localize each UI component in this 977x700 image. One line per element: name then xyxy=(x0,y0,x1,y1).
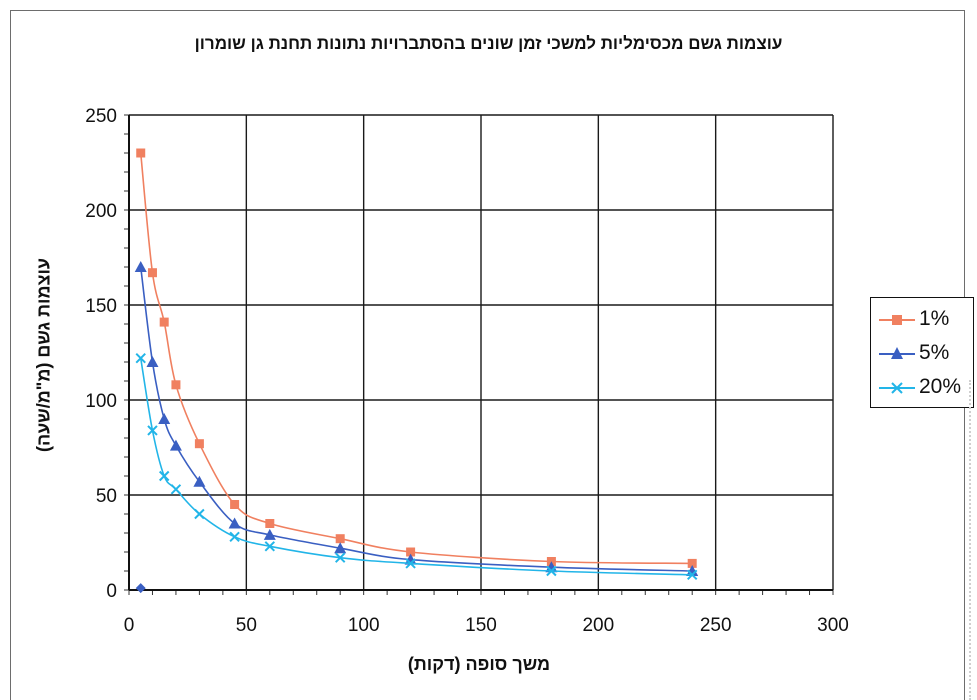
data-point-square xyxy=(136,148,146,158)
data-point-square xyxy=(194,439,204,449)
data-point-triangle xyxy=(134,261,147,272)
x-stroke xyxy=(686,569,698,581)
series-line xyxy=(139,152,693,565)
data-point-triangle xyxy=(228,517,241,529)
y-tick-label: 50 xyxy=(96,486,117,507)
x-stroke xyxy=(135,352,146,364)
x-tick-label: 150 xyxy=(465,615,497,636)
x-tick-label: 250 xyxy=(700,615,732,636)
data-point-square xyxy=(230,500,240,509)
data-point-triangle xyxy=(169,439,182,451)
data-point-triangle xyxy=(404,553,417,565)
scan-artifact xyxy=(969,380,975,700)
data-point-x xyxy=(147,425,158,436)
x-tick-label: 50 xyxy=(236,615,257,636)
legend-label: 1% xyxy=(919,307,950,330)
data-point-triangle xyxy=(193,475,206,487)
data-point-square xyxy=(171,380,181,390)
y-tick-label: 200 xyxy=(85,201,117,222)
y-tick-label: 100 xyxy=(85,391,117,412)
data-point-x xyxy=(264,541,276,552)
data-point-square xyxy=(335,534,345,544)
data-point-x xyxy=(194,508,205,520)
gridlines xyxy=(124,114,834,595)
data-point-square xyxy=(265,519,275,528)
tick-labels: 0 50 100 150 200 250 300 0 50 100 150 200 250 xyxy=(85,106,849,636)
chart-title: עוצמות גשם מכסימליות למשכי זמן שונים בהס… xyxy=(194,34,783,53)
y-axis-title: עוצמות גשם (מ"מ/שעה) xyxy=(33,257,54,453)
data-point-triangle xyxy=(686,565,699,576)
series-2 xyxy=(135,352,698,581)
data-point-diamond xyxy=(135,583,146,594)
legend-marker-triangle xyxy=(879,347,915,359)
x-stroke xyxy=(334,552,346,563)
data-point-x xyxy=(135,352,146,364)
legend-marker-square xyxy=(879,315,915,325)
x-stroke xyxy=(229,531,240,543)
data-point-square xyxy=(147,268,157,278)
x-stroke xyxy=(405,558,416,569)
y-tick-label: 250 xyxy=(85,106,117,127)
data-point-x xyxy=(405,558,416,569)
legend-marker-x xyxy=(879,382,915,394)
x-stroke xyxy=(170,484,182,495)
data-point-x xyxy=(170,484,182,495)
y-tick-label: 150 xyxy=(85,296,117,317)
legend-item-1pct: 1% xyxy=(871,304,975,334)
data-point-triangle xyxy=(334,542,347,554)
x-tick-label: 0 xyxy=(124,615,135,636)
data-point-x xyxy=(546,565,557,577)
data-point-triangle xyxy=(158,413,171,424)
x-tick-label: 300 xyxy=(817,615,849,636)
y-tick-label: 0 xyxy=(106,581,117,602)
data-point-square xyxy=(406,547,416,557)
data-point-triangle xyxy=(545,561,558,573)
x-stroke xyxy=(194,508,205,520)
legend-item-5pct: 5% xyxy=(871,338,975,368)
legend: 1% 5% 20% xyxy=(870,297,974,408)
x-stroke xyxy=(147,425,158,436)
data-point-square xyxy=(159,317,169,327)
legend-label: 5% xyxy=(919,341,950,364)
data-point-x xyxy=(229,531,240,543)
x-tick-label: 200 xyxy=(582,615,614,636)
x-tick-label: 100 xyxy=(348,615,380,636)
data-point-square xyxy=(687,558,697,568)
data-point-x xyxy=(334,552,346,563)
series-0 xyxy=(136,148,697,568)
x-stroke xyxy=(546,565,557,577)
data-point-x xyxy=(158,470,170,482)
x-stroke xyxy=(264,541,276,552)
data-point-x xyxy=(686,569,698,581)
data-point-triangle xyxy=(263,528,276,540)
series-1 xyxy=(134,261,699,576)
series-line xyxy=(139,358,693,576)
x-stroke xyxy=(158,470,170,482)
x-axis-title: משך סופה (דקות) xyxy=(407,654,551,674)
data-point-triangle xyxy=(146,356,159,367)
legend-label: 20% xyxy=(919,375,962,398)
series-line xyxy=(139,266,693,572)
series-layer xyxy=(134,148,699,594)
legend-item-20pct: 20% xyxy=(871,372,975,402)
